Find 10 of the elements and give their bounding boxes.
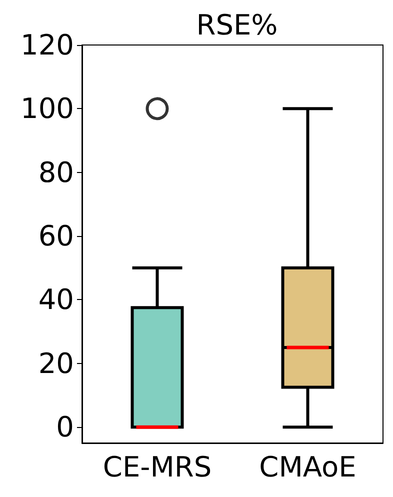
y-tick-label: 120	[20, 28, 74, 62]
y-tick-label: 0	[56, 410, 74, 444]
y-tick-label: 20	[38, 346, 74, 380]
y-tick-label: 100	[20, 92, 74, 126]
x-tick-label: CE-MRS	[102, 450, 212, 484]
y-tick-label: 60	[38, 220, 74, 253]
x-tick-label: CMAoE	[259, 450, 356, 484]
y-tick-label: 40	[38, 283, 74, 316]
y-tick-label: 80	[38, 156, 74, 189]
chart-title: RSE%	[196, 8, 278, 42]
